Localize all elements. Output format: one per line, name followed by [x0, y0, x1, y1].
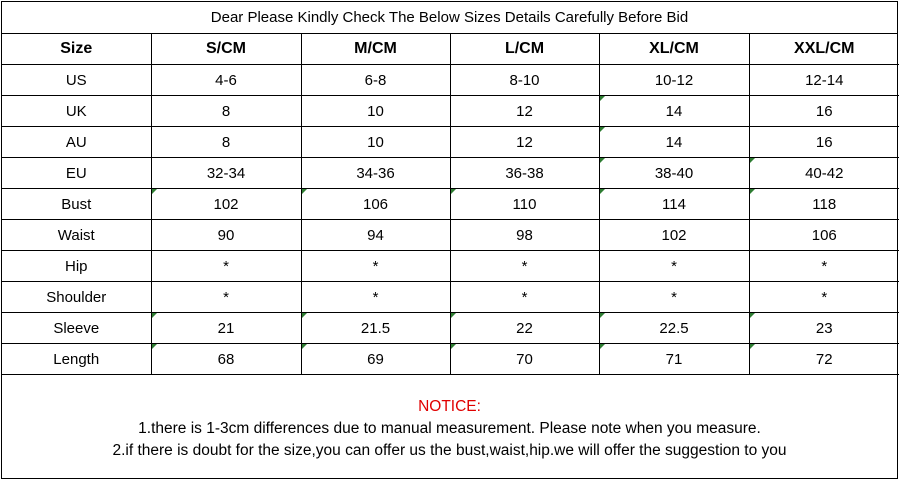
size-table: Size S/CM M/CM L/CM XL/CM XXL/CM US 4-6 …: [2, 34, 899, 375]
table-row: AU 8 10 12 14 16: [2, 126, 899, 158]
table-cell: 8: [150, 126, 302, 158]
table-cell: 12: [449, 126, 600, 158]
table-cell: 106: [748, 219, 899, 251]
table-header-row: Size S/CM M/CM L/CM XL/CM XXL/CM: [2, 34, 899, 65]
table-cell: 70: [449, 343, 600, 375]
table-cell: 106: [300, 188, 451, 220]
row-label: EU: [2, 157, 152, 189]
column-header: XXL/CM: [748, 34, 899, 65]
table-cell: *: [598, 281, 750, 313]
table-cell: 23: [748, 312, 899, 344]
column-header: Size: [2, 34, 152, 65]
table-cell: 14: [598, 126, 750, 158]
table-cell: 102: [598, 219, 750, 251]
row-label: Hip: [2, 250, 152, 282]
table-cell: 114: [598, 188, 750, 220]
table-row: Bust 102 106 110 114 118: [2, 188, 899, 220]
size-chart-banner: Dear Please Kindly Check The Below Sizes…: [2, 2, 897, 34]
table-cell: 38-40: [598, 157, 750, 189]
table-cell: 32-34: [150, 157, 302, 189]
table-cell: *: [150, 250, 302, 282]
table-row: EU 32-34 34-36 36-38 38-40 40-42: [2, 157, 899, 189]
row-label: Waist: [2, 219, 152, 251]
table-cell: *: [300, 281, 451, 313]
table-row: Shoulder * * * * *: [2, 281, 899, 313]
table-cell: 72: [748, 343, 899, 375]
table-cell: 10: [300, 95, 451, 127]
table-cell: 8: [150, 95, 302, 127]
table-cell: 94: [300, 219, 451, 251]
table-cell: *: [748, 281, 899, 313]
table-cell: *: [748, 250, 899, 282]
table-row: Hip * * * * *: [2, 250, 899, 282]
table-row: US 4-6 6-8 8-10 10-12 12-14: [2, 64, 899, 96]
table-cell: 16: [748, 126, 899, 158]
row-label: Sleeve: [2, 312, 152, 344]
notice-section: NOTICE: 1.there is 1-3cm differences due…: [2, 376, 897, 480]
table-cell: 71: [598, 343, 750, 375]
row-label: Bust: [2, 188, 152, 220]
row-label: Shoulder: [2, 281, 152, 313]
table-cell: 21: [150, 312, 302, 344]
row-label: US: [2, 64, 152, 96]
table-cell: 22.5: [598, 312, 750, 344]
row-label: UK: [2, 95, 152, 127]
table-cell: 4-6: [150, 64, 302, 96]
notice-line-2: 2.if there is doubt for the size,you can…: [112, 442, 787, 459]
table-cell: 40-42: [748, 157, 899, 189]
table-cell: 16: [748, 95, 899, 127]
table-row: Waist 90 94 98 102 106: [2, 219, 899, 251]
column-header: XL/CM: [598, 34, 750, 65]
notice-line-1: 1.there is 1-3cm differences due to manu…: [138, 420, 761, 437]
table-row: Length 68 69 70 71 72: [2, 343, 899, 375]
table-cell: 12: [449, 95, 600, 127]
table-cell: *: [150, 281, 302, 313]
table-row: Sleeve 21 21.5 22 22.5 23: [2, 312, 899, 344]
row-label: Length: [2, 343, 152, 375]
table-cell: 10: [300, 126, 451, 158]
table-cell: 6-8: [300, 64, 451, 96]
table-cell: 90: [150, 219, 302, 251]
table-cell: 21.5: [300, 312, 451, 344]
table-cell: 14: [598, 95, 750, 127]
notice-title: NOTICE:: [418, 398, 481, 415]
table-cell: *: [449, 250, 600, 282]
table-cell: 34-36: [300, 157, 451, 189]
column-header: M/CM: [300, 34, 451, 65]
table-cell: 12-14: [748, 64, 899, 96]
table-row: UK 8 10 12 14 16: [2, 95, 899, 127]
table-cell: 36-38: [449, 157, 600, 189]
column-header: S/CM: [150, 34, 302, 65]
table-cell: 69: [300, 343, 451, 375]
table-cell: 98: [449, 219, 600, 251]
table-cell: *: [598, 250, 750, 282]
table-cell: 10-12: [598, 64, 750, 96]
table-cell: 22: [449, 312, 600, 344]
table-cell: 118: [748, 188, 899, 220]
table-cell: 8-10: [449, 64, 600, 96]
column-header: L/CM: [449, 34, 600, 65]
table-cell: 102: [150, 188, 302, 220]
table-cell: 68: [150, 343, 302, 375]
row-label: AU: [2, 126, 152, 158]
table-cell: *: [449, 281, 600, 313]
table-cell: 110: [449, 188, 600, 220]
table-cell: *: [300, 250, 451, 282]
